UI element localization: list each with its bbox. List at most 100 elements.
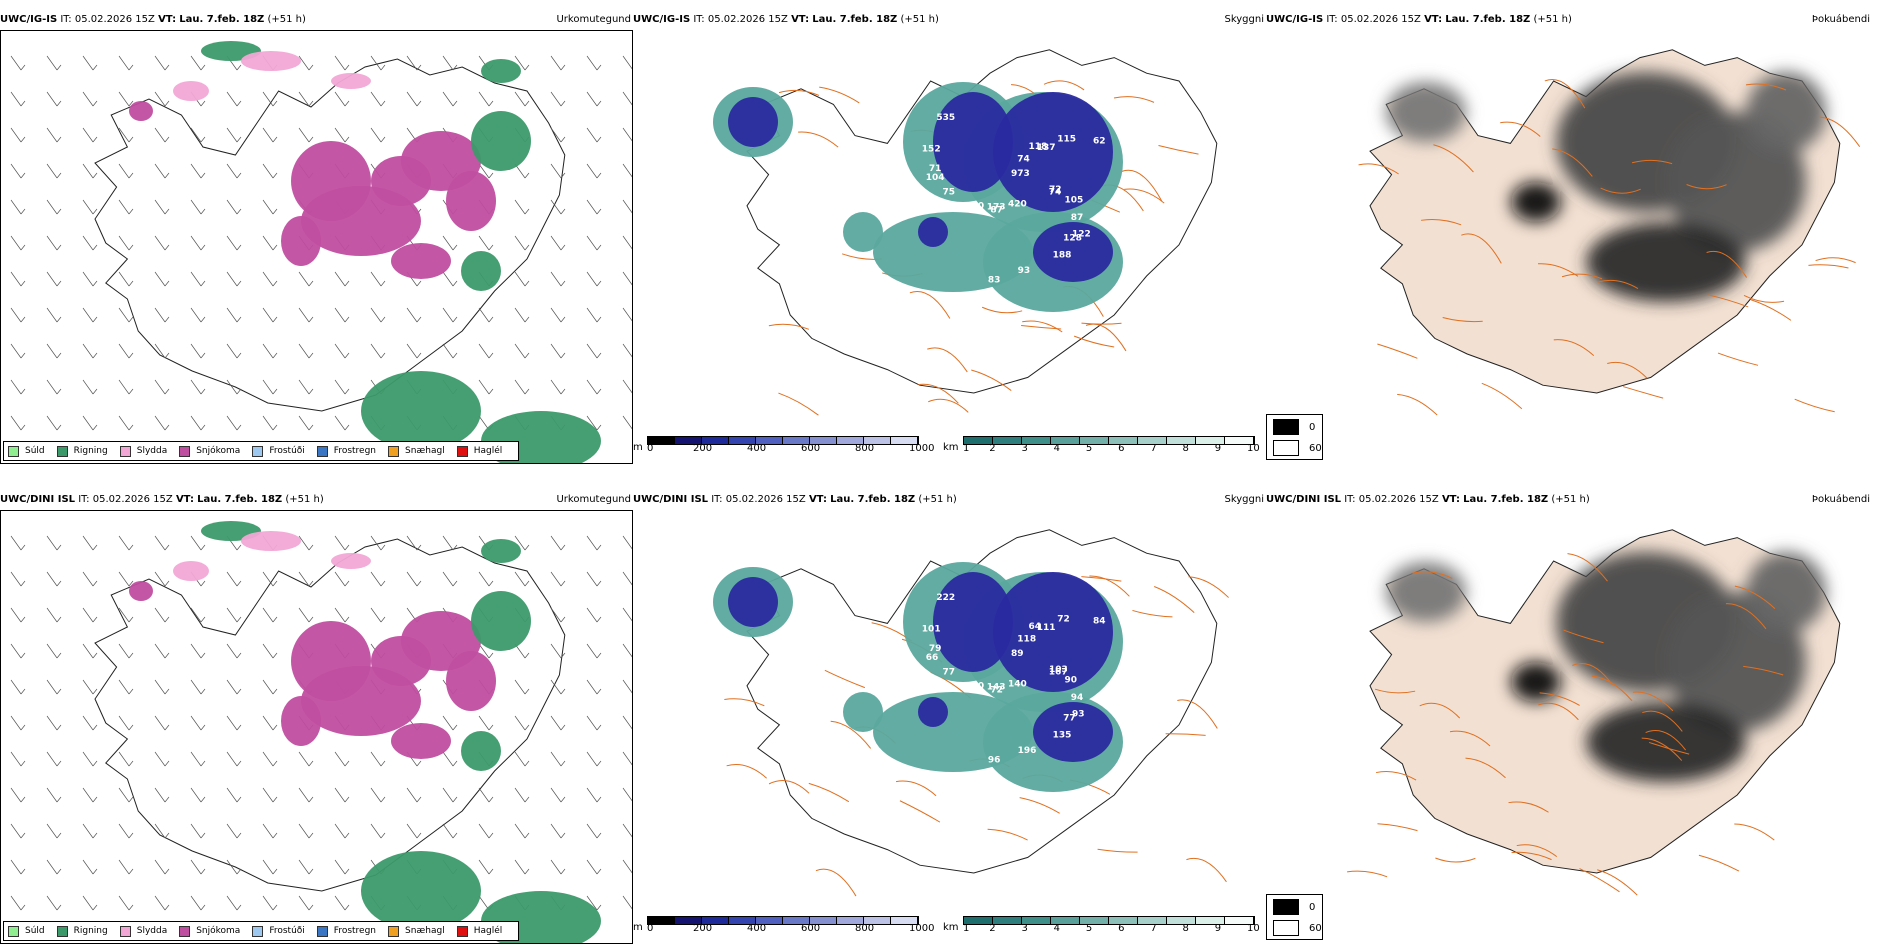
wind-barb <box>551 824 565 838</box>
ceiling-label: 188 <box>1053 250 1072 260</box>
model-name: UWC/IG-IS <box>1266 14 1323 25</box>
fog-legend-1: 0 60 <box>1266 414 1323 460</box>
wind-barb <box>83 788 97 802</box>
ceiling-colorbar: m 0 200 400 600 800 1000 <box>633 436 933 454</box>
vt-prefix: VT: <box>1442 494 1460 505</box>
visibility-tick: 4 <box>1054 443 1060 454</box>
low-visibility-area <box>843 212 883 252</box>
wind-barb <box>623 236 632 250</box>
low-ceiling-area <box>728 577 778 627</box>
lead-time: (+51 h) <box>900 14 938 25</box>
wind-barb <box>119 56 133 70</box>
ceiling-label: 96 <box>988 755 1001 765</box>
ceiling-label: 110 <box>965 202 984 212</box>
ptype-label: Slydda <box>137 926 167 936</box>
wind-barb <box>191 380 205 394</box>
wind-barb <box>587 536 601 550</box>
ceiling-label: 173 <box>987 203 1006 213</box>
visibility-tick: 2 <box>989 443 995 454</box>
wind-barb <box>47 272 61 286</box>
visibility-map: 7287118122104808397310511011518815235742… <box>633 32 1266 442</box>
wind-barb <box>587 644 601 658</box>
vis-header-2: UWC/DINI ISL IT: 05.02.2026 15Z VT: Lau.… <box>633 494 1266 510</box>
ceiling-label: 72 <box>1057 615 1070 625</box>
ceiling-label: 94 <box>1071 693 1084 703</box>
wind-barb <box>515 860 529 874</box>
ceiling-label: 74 <box>1049 187 1062 197</box>
wind-barb <box>83 860 97 874</box>
wind-barb <box>623 56 632 70</box>
sleet-area <box>241 531 301 551</box>
wind-barb <box>479 344 493 358</box>
snow-area <box>446 171 496 231</box>
ptype-panel-2: UWC/DINI ISL IT: 05.02.2026 15Z VT: Lau.… <box>0 494 633 944</box>
fog-swatch-max <box>1273 419 1299 435</box>
ceiling-strip <box>647 436 919 445</box>
road-line <box>1186 858 1226 881</box>
ptype-header-1: UWC/IG-IS IT: 05.02.2026 15Z VT: Lau. 7.… <box>0 14 633 30</box>
it-prefix: IT: <box>693 14 704 25</box>
sleet-area <box>173 81 209 101</box>
wind-barb <box>623 200 632 214</box>
visibility-tick: 3 <box>1021 923 1027 934</box>
ptype-label: Haglél <box>474 926 503 936</box>
wind-barb <box>551 572 565 586</box>
wind-barb <box>11 788 25 802</box>
ceiling-label: 77 <box>943 667 956 677</box>
wind-barb <box>191 536 205 550</box>
fog-legend-min: 60 <box>1309 443 1322 454</box>
wind-barb <box>443 56 457 70</box>
fog-area <box>1586 702 1746 782</box>
wind-barb <box>623 752 632 766</box>
ptype-legend-item: Snæhagl <box>388 926 445 937</box>
wind-barb <box>587 716 601 730</box>
wind-barb <box>11 128 25 142</box>
lead-time: (+51 h) <box>1533 14 1571 25</box>
wind-barb <box>191 56 205 70</box>
road-line <box>727 765 767 779</box>
low-ceiling-area <box>918 217 948 247</box>
ptype-map <box>1 31 632 463</box>
wind-barb <box>47 236 61 250</box>
model-name: UWC/IG-IS <box>0 14 57 25</box>
ceiling-label: 111 <box>1037 623 1056 633</box>
ptype-label: Súld <box>25 446 45 456</box>
wind-barb <box>587 608 601 622</box>
wind-barb <box>191 416 205 430</box>
panel-label: Skyggni <box>1224 14 1264 25</box>
wind-barb <box>47 572 61 586</box>
wind-barb <box>587 200 601 214</box>
ptype-legend-item: Haglél <box>457 926 503 937</box>
wind-barb <box>47 164 61 178</box>
road-line <box>1482 383 1522 408</box>
ptype-label: Snjókoma <box>196 926 240 936</box>
wind-barb <box>47 92 61 106</box>
wind-barb <box>623 716 632 730</box>
wind-barb <box>551 272 565 286</box>
wind-barb <box>83 824 97 838</box>
wind-barb <box>155 536 169 550</box>
ptype-legend-item: Slydda <box>120 926 167 937</box>
wind-barb <box>479 824 493 838</box>
wind-barb <box>119 416 133 430</box>
ptype-label: Snæhagl <box>405 446 445 456</box>
wind-barb <box>83 536 97 550</box>
snow-area <box>391 243 451 279</box>
wind-barb <box>83 416 97 430</box>
ptype-legend-item: Súld <box>8 926 45 937</box>
wind-barb <box>623 272 632 286</box>
vt-value: Lau. 7.feb. 18Z <box>812 14 897 25</box>
panel-label: Úrkomutegund <box>556 14 631 25</box>
road-line <box>1699 855 1739 871</box>
ceiling-label: 84 <box>1093 617 1106 627</box>
it-value: 05.02.2026 15Z <box>93 494 173 505</box>
ceiling-tick: 0 <box>647 923 653 934</box>
road-line <box>1098 849 1138 852</box>
wind-barb <box>83 308 97 322</box>
ceiling-label: 152 <box>922 144 941 154</box>
road-line <box>1734 824 1774 840</box>
wind-barb <box>155 380 169 394</box>
vt-prefix: VT: <box>809 494 827 505</box>
wind-barb <box>227 572 241 586</box>
ceiling-tick: 400 <box>747 443 766 454</box>
